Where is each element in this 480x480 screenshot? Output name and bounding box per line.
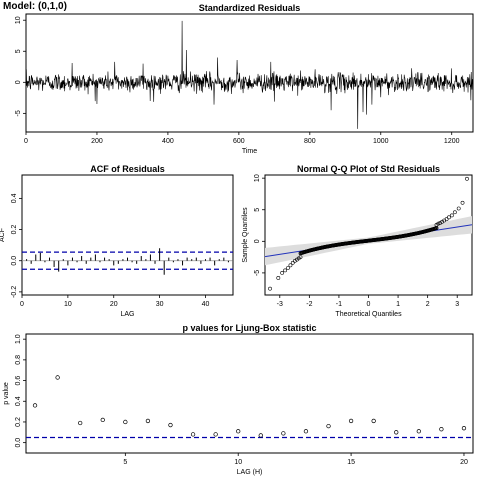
qq-point	[449, 213, 454, 218]
y-tick-label-3: 0.0	[15, 438, 22, 448]
plot-frame-1	[21, 174, 234, 296]
y-tick-label-0: 10	[15, 16, 22, 24]
p-value-point	[236, 429, 241, 434]
qq-point	[286, 265, 290, 270]
x-tick-label-2: -2	[306, 301, 312, 308]
y-tick-label-2: 0	[254, 239, 261, 243]
p-value-point	[190, 432, 196, 437]
x-tick-label-0: 200	[91, 138, 103, 145]
qq-point	[288, 263, 293, 268]
p-value-point	[32, 403, 38, 408]
x-tick-label-3: 15	[347, 459, 355, 466]
y-tick-label-0: -5	[15, 110, 22, 116]
p-value-point	[439, 427, 444, 432]
p-value-point	[100, 417, 105, 423]
p-value-point	[145, 418, 151, 424]
y-tick-label-3: 0.2	[15, 417, 22, 427]
x-tick-label-0: 0	[24, 138, 28, 145]
qq-point	[452, 210, 457, 215]
x-axis-label-1: LAG	[120, 311, 134, 318]
y-tick-label-1: 0.2	[11, 225, 18, 235]
p-value-point	[326, 423, 331, 429]
y-axis-label-1: ACF	[0, 228, 6, 242]
x-tick-label-1: 10	[64, 301, 72, 308]
y-axis-label-3: p value	[3, 382, 10, 405]
x-tick-label-3: 10	[234, 459, 242, 466]
y-tick-label-3: 1.0	[15, 334, 22, 344]
y-tick-label-3: 0.4	[15, 396, 22, 406]
p-value-point	[303, 429, 309, 434]
x-tick-label-3: 20	[460, 459, 468, 466]
x-tick-label-2: -1	[336, 301, 342, 308]
qq-point	[268, 286, 272, 291]
qq-point	[436, 221, 441, 226]
x-tick-label-0: 600	[233, 138, 245, 145]
chart-title-0: Standardized Residuals	[199, 3, 301, 13]
p-value-point	[371, 418, 376, 424]
qq-point	[298, 255, 303, 260]
x-axis-label-3: LAG (H)	[237, 469, 263, 476]
qq-point	[444, 217, 449, 222]
qq-point	[290, 260, 295, 265]
p-value-point	[461, 426, 467, 431]
x-tick-label-3: 5	[123, 459, 127, 466]
p-value-point	[281, 431, 286, 436]
y-tick-label-1: 0.4	[11, 193, 18, 203]
x-tick-label-2: 0	[367, 301, 371, 308]
p-value-point	[78, 420, 83, 426]
p-value-point	[416, 429, 421, 434]
x-tick-label-2: -3	[277, 301, 283, 308]
x-tick-label-2: 3	[455, 301, 459, 308]
qq-point	[456, 206, 461, 211]
p-value-point	[348, 418, 354, 424]
chart-title-2: Normal Q-Q Plot of Std Residuals	[297, 164, 440, 174]
p-value-point	[55, 375, 60, 380]
x-tick-label-0: 1000	[373, 138, 389, 145]
qq-point	[465, 176, 469, 181]
y-tick-label-1: -0.2	[11, 286, 18, 298]
qq-point	[460, 200, 465, 205]
y-tick-label-3: 0.8	[15, 355, 22, 365]
y-tick-label-0: 5	[15, 49, 22, 53]
x-tick-label-0: 800	[304, 138, 316, 145]
x-tick-label-2: 2	[426, 301, 430, 308]
x-axis-label-0: Time	[242, 148, 257, 155]
x-axis-label-2: Theoretical Quantiles	[335, 311, 402, 318]
y-tick-label-2: 5	[254, 208, 261, 212]
x-tick-label-1: 0	[20, 301, 24, 308]
model-label: Model: (0,1,0)	[3, 1, 67, 12]
chart-title-3: p values for Ljung-Box statistic	[182, 323, 316, 333]
plot-frame-3	[25, 333, 474, 454]
qq-point	[283, 268, 288, 273]
x-tick-label-0: 400	[162, 138, 174, 145]
x-tick-label-1: 20	[110, 301, 118, 308]
p-value-point	[123, 419, 128, 425]
x-tick-label-1: 40	[202, 301, 210, 308]
x-tick-label-0: 1200	[444, 138, 460, 145]
plot-frame-0	[25, 13, 474, 133]
qq-point	[276, 276, 281, 280]
qq-point	[280, 270, 285, 275]
x-tick-label-2: 1	[396, 301, 400, 308]
p-value-point	[258, 433, 263, 438]
y-tick-label-3: 0.6	[15, 376, 22, 386]
p-value-point	[394, 430, 399, 435]
x-tick-label-1: 30	[156, 301, 164, 308]
y-tick-label-0: 0	[15, 80, 22, 84]
p-value-point	[213, 432, 218, 437]
y-tick-label-2: 10	[254, 174, 261, 182]
qq-point	[447, 215, 451, 220]
y-tick-label-1: 0.0	[11, 256, 18, 266]
residual-series-line	[26, 20, 473, 129]
y-axis-label-2: Sample Quantiles	[242, 207, 249, 263]
chart-title-1: ACF of Residuals	[90, 164, 165, 174]
p-value-point	[168, 422, 173, 428]
y-tick-label-2: -5	[254, 270, 261, 276]
